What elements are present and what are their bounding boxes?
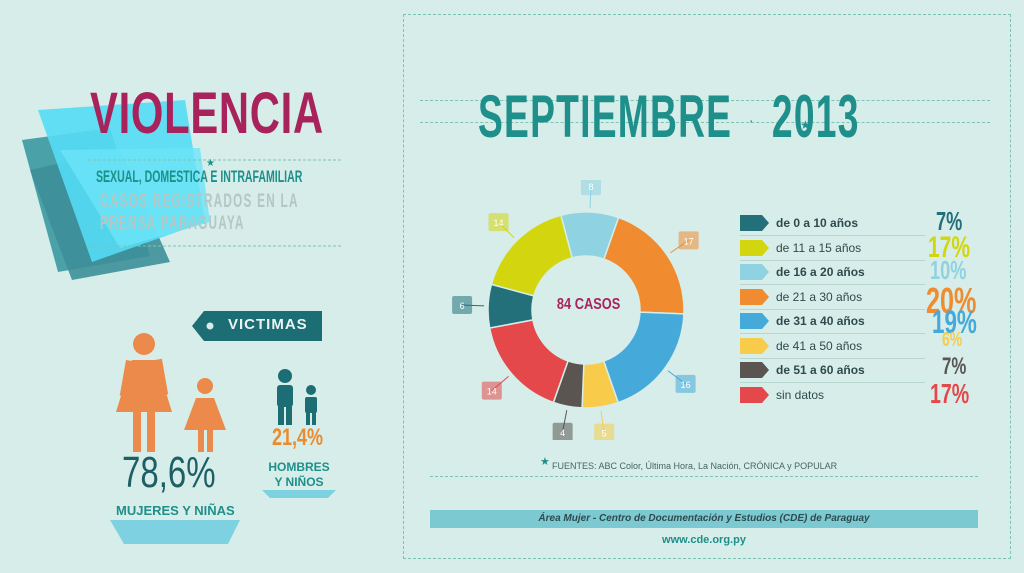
victimas-label: VICTIMAS xyxy=(228,316,308,333)
donut-slice-5 xyxy=(602,311,685,404)
legend-separator xyxy=(740,259,925,261)
donut-value-label-2: 14 xyxy=(494,218,504,228)
donut-label-tag-5 xyxy=(675,374,696,393)
sources-rule xyxy=(430,476,978,477)
legend-swatch-arrow-icon xyxy=(740,362,769,378)
legend-item-1: de 0 a 10 años xyxy=(740,214,930,232)
women-percentage: 78,6% xyxy=(122,448,216,497)
footer-band xyxy=(430,510,978,528)
legend-percentage-5: 19% xyxy=(932,304,977,340)
legend-swatch-arrow-icon xyxy=(740,264,769,280)
donut-value-label-3: 8 xyxy=(588,182,593,192)
legend-separator xyxy=(740,284,925,285)
donut-value-label-8: 14 xyxy=(487,387,497,397)
donut-label-tag-6 xyxy=(594,423,615,440)
legend-separator xyxy=(740,382,925,383)
donut-label-tag-8 xyxy=(481,381,502,400)
donut-value-label-5: 16 xyxy=(681,380,691,390)
donut-value-label-6: 5 xyxy=(602,429,607,439)
legend-item-8: sin datos xyxy=(740,386,930,404)
legend-percentage-3: 10% xyxy=(930,255,967,285)
legend-percentage-8: 17% xyxy=(930,377,970,409)
chart-frame xyxy=(403,14,1011,559)
sources-star-icon: ★ xyxy=(540,456,550,468)
legend-separator xyxy=(740,235,925,236)
decorative-paper-shapes: ★ xyxy=(22,100,342,280)
legend-item-2: de 11 a 15 años xyxy=(740,239,930,257)
footer-url-link[interactable]: www.cde.org.py xyxy=(662,534,746,546)
page-title: VIOLENCIA xyxy=(90,81,324,146)
donut-label-tag-4 xyxy=(678,231,699,250)
donut-label-tag-2 xyxy=(488,213,509,232)
subtitle-type: SEXUAL, DOMESTICA E INTRAFAMILIAR xyxy=(96,167,303,186)
legend-percentage-4: 20% xyxy=(926,279,977,321)
legend-swatch-arrow-icon xyxy=(740,337,769,354)
men-banner-shape xyxy=(262,490,336,498)
title-star-icon: ★ xyxy=(800,118,811,132)
legend-percentage-1: 7% xyxy=(936,206,963,236)
legend-percentage-2: 17% xyxy=(928,230,971,264)
legend-label-2: de 11 a 15 años xyxy=(776,240,862,255)
donut-label-tag-3 xyxy=(580,180,601,196)
legend-label-5: de 31 a 40 años xyxy=(776,314,865,328)
legend-swatch-arrow-icon xyxy=(740,313,769,329)
women-girls-icon xyxy=(116,333,226,452)
chart-center-label: 84 CASOS xyxy=(557,296,621,313)
svg-text:★: ★ xyxy=(206,158,215,169)
legend-item-3: de 16 a 20 años xyxy=(740,263,930,281)
sources-text: FUENTES: ABC Color, Última Hora, La Naci… xyxy=(552,461,838,471)
subtitle-cases: CASOS REGISTRADOS EN LA PRENSA PARAGUAYA xyxy=(100,191,299,234)
donut-label-tag-7 xyxy=(552,422,573,440)
legend-item-6: de 41 a 50 años xyxy=(740,337,930,355)
legend-swatch-arrow-icon xyxy=(740,386,769,403)
legend-separator xyxy=(740,333,925,334)
donut-value-label-7: 4 xyxy=(560,428,565,438)
legend-separator xyxy=(740,308,925,310)
legend-item-5: de 31 a 40 años xyxy=(740,312,930,330)
men-label: HOMBRES Y NIÑOS xyxy=(268,460,330,489)
victimas-tag-shape xyxy=(192,311,322,341)
legend-label-1: de 0 a 10 años xyxy=(776,216,859,230)
title-rule-top xyxy=(420,100,990,101)
men-boys-icon xyxy=(277,369,317,425)
legend-label-4: de 21 a 30 años xyxy=(776,289,863,304)
legend-label-6: de 41 a 50 años xyxy=(776,338,863,353)
legend-label-7: de 51 a 60 años xyxy=(776,363,865,377)
donut-chart: 8 17 16 5 4 14 6 14 xyxy=(452,180,699,440)
footer-organization: Área Mujer - Centro de Documentación y E… xyxy=(538,513,870,524)
month-title: SEPTIEMBRE · 2013 xyxy=(478,83,860,150)
legend-percentage-6: 6% xyxy=(942,328,963,351)
men-percentage: 21,4% xyxy=(272,424,324,451)
title-rule-bottom xyxy=(420,122,990,123)
legend-item-4: de 21 a 30 años xyxy=(740,288,930,306)
legend-swatch-arrow-icon xyxy=(740,215,769,231)
donut-value-label-1: 6 xyxy=(460,301,465,311)
women-label: MUJERES Y NIÑAS xyxy=(116,503,235,518)
legend-swatch-arrow-icon xyxy=(740,288,769,305)
legend-label-3: de 16 a 20 años xyxy=(776,265,865,279)
legend-swatch-arrow-icon xyxy=(740,239,769,256)
donut-value-label-4: 17 xyxy=(684,236,694,246)
donut-slice-2 xyxy=(490,214,574,297)
legend-label-8: sin datos xyxy=(776,387,825,402)
women-banner xyxy=(110,520,240,544)
legend-percentage-7: 7% xyxy=(942,353,967,380)
donut-label-tag-1 xyxy=(452,296,473,315)
legend-item-7: de 51 a 60 años xyxy=(740,361,930,379)
legend-separator xyxy=(740,357,925,359)
men-banner xyxy=(262,452,336,496)
